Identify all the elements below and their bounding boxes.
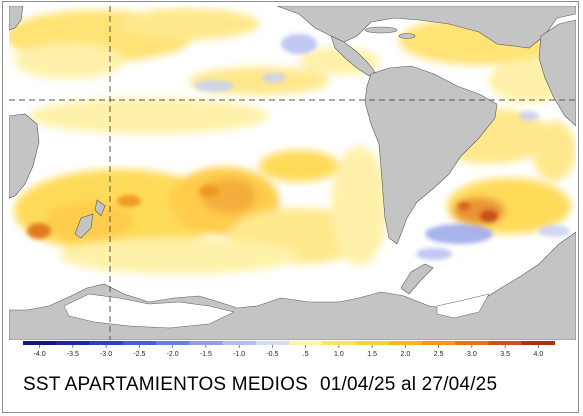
color-swatch — [322, 341, 356, 345]
africa — [538, 19, 576, 127]
color-swatch — [422, 341, 456, 345]
map-caption: SST APARTAMIENTOS MEDIOS 01/04/25 al 27/0… — [23, 374, 497, 396]
color-scale-label: -2.5 — [133, 351, 145, 358]
color-swatch — [56, 341, 90, 345]
color-scale-label: 4.0 — [534, 351, 544, 358]
new-zealand-north — [94, 199, 106, 217]
color-scale-label: -4.0 — [34, 351, 46, 358]
cuba — [364, 26, 398, 34]
south-america — [364, 65, 498, 245]
color-scale-label: 1.0 — [334, 351, 344, 358]
color-scale-label: -3.5 — [67, 351, 79, 358]
color-swatch — [388, 341, 423, 345]
color-swatch — [521, 341, 555, 345]
color-scale-label: 2.0 — [401, 351, 411, 358]
color-swatch — [255, 341, 290, 345]
color-swatch — [488, 341, 523, 345]
color-scale-label: -3.0 — [100, 351, 112, 358]
color-scale-label: 3.0 — [467, 351, 477, 358]
color-swatch — [289, 341, 323, 345]
color-swatch — [355, 341, 390, 345]
color-scale-label: -0.5 — [266, 351, 278, 358]
color-swatch — [189, 341, 223, 345]
color-swatch — [122, 341, 157, 345]
color-swatch — [455, 341, 489, 345]
cold-anomaly-layer — [194, 34, 570, 260]
color-scale-legend: -4.0 -3.5 -3.0 -2.5 -2.0 -1.5 -1.0 -0.5 .5 1.0 1.5… — [23, 341, 555, 358]
color-scale-label: .5 — [303, 351, 309, 358]
color-swatch — [23, 341, 57, 345]
map-title: SST APARTAMIENTOS MEDIOS — [23, 374, 308, 395]
new-zealand-south — [74, 213, 94, 239]
color-scale-labels: -4.0 -3.5 -3.0 -2.5 -2.0 -1.5 -1.0 -0.5 .5 1.0 1.5… — [34, 345, 544, 358]
reference-lines — [9, 6, 576, 340]
sst-anomaly-map — [9, 6, 576, 340]
color-scale-label: -2.0 — [167, 351, 179, 358]
color-scale-swatches — [23, 341, 555, 345]
date-range: 01/04/25 al 27/04/25 — [319, 374, 498, 395]
color-scale-label: 3.5 — [500, 351, 510, 358]
color-scale-label: -1.5 — [200, 351, 212, 358]
hot-spot-layer — [27, 185, 498, 239]
antarctic-ice-shelves — [63, 293, 490, 329]
hispaniola — [398, 33, 416, 39]
color-scale-label: 1.5 — [367, 351, 377, 358]
asia-coast — [9, 6, 24, 31]
australia — [9, 113, 40, 199]
color-swatch — [89, 341, 124, 345]
color-swatch — [156, 341, 190, 345]
ross-ice-shelf — [63, 293, 235, 329]
antarctic-peninsula — [400, 263, 434, 295]
color-scale-label: 2.5 — [434, 351, 444, 358]
color-scale-label: -1.0 — [233, 351, 245, 358]
weddell-ice-shelf — [436, 293, 490, 319]
color-swatch — [222, 341, 257, 345]
